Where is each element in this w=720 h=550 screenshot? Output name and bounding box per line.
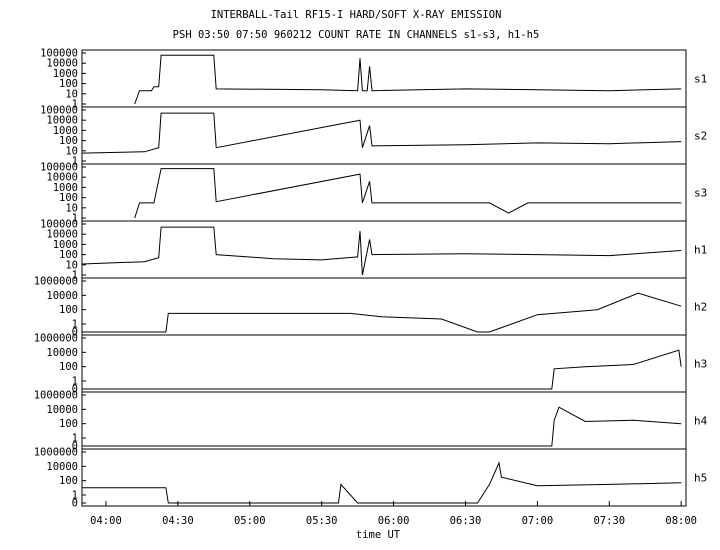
- series-line-s1: [134, 54, 682, 105]
- y-tick-label: 10000: [46, 404, 78, 416]
- x-tick-label: 05:00: [234, 515, 266, 527]
- series-line-h5: [82, 461, 682, 504]
- y-tick-label: 10000: [46, 290, 78, 302]
- panel-h5: 1000000 10000 100 10 h5: [34, 447, 708, 510]
- y-tick-label: 10: [65, 145, 78, 157]
- y-tick-label: 100: [59, 192, 78, 204]
- channel-label-s2: s2: [694, 130, 707, 143]
- x-tick-label: 06:30: [450, 515, 482, 527]
- panel-h2: 1000000 10000 100 10 h2: [34, 276, 708, 339]
- panel-frame: [81, 277, 687, 336]
- channel-label-h5: h5: [694, 472, 707, 485]
- y-tick-label: 0: [72, 498, 78, 510]
- y-tick-label: 100000: [40, 162, 78, 174]
- y-tick-label: 1: [72, 213, 78, 225]
- panel-frame: [81, 220, 687, 279]
- chart-panels: 100000100001000100101s110000010000100010…: [34, 48, 708, 510]
- y-tick-label: 1000: [53, 239, 78, 251]
- channel-label-s3: s3: [694, 187, 707, 200]
- x-tick-label: 07:00: [522, 515, 554, 527]
- y-tick-label: 1: [72, 433, 78, 445]
- y-tick-label: 1000000: [34, 447, 78, 459]
- panel-frame: [81, 391, 687, 450]
- y-tick-label: 10000: [46, 229, 78, 241]
- y-tick-label: 1000000: [34, 276, 78, 288]
- series-line-h1: [81, 226, 682, 276]
- y-tick-label: 1000000: [34, 333, 78, 345]
- series-line-h3: [82, 349, 682, 390]
- x-axis-label: time UT: [356, 529, 401, 541]
- y-tick-label: 10000: [46, 115, 78, 127]
- x-tick-label: 04:30: [162, 515, 194, 527]
- y-tick-label: 1: [72, 319, 78, 331]
- panel-frame: [81, 334, 687, 393]
- series-line-s2: [81, 112, 682, 154]
- x-tick-label: 05:30: [306, 515, 338, 527]
- x-tick-label: 04:00: [90, 515, 122, 527]
- series-line-h2: [82, 292, 682, 333]
- panel-h3: 1000000 10000 100 10 h3: [34, 333, 708, 396]
- y-tick-label: 1: [72, 156, 78, 168]
- x-tick-label: 06:00: [378, 515, 410, 527]
- channel-label-h1: h1: [694, 244, 707, 257]
- y-tick-label: 1000000: [34, 390, 78, 402]
- y-tick-label: 1000: [53, 125, 78, 137]
- y-tick-label: 1: [72, 99, 78, 111]
- panel-h4: 1000000 10000 100 10 h4: [34, 390, 708, 453]
- x-axis: 04:00 04:30 05:00 05:30 06:00 06:30 07:00 07:30…: [90, 501, 697, 527]
- y-tick-label: 1000: [53, 68, 78, 80]
- y-tick-label: 1000: [53, 182, 78, 194]
- panel-frame: [81, 49, 687, 108]
- y-tick-label: 100: [59, 249, 78, 261]
- y-tick-label: 100: [59, 361, 78, 373]
- y-tick-label: 100: [59, 78, 78, 90]
- y-tick-label: 100: [59, 135, 78, 147]
- y-tick-label: 100: [59, 475, 78, 487]
- panel-frame: [81, 106, 687, 165]
- channel-label-s1: s1: [694, 73, 707, 86]
- y-tick-label: 0: [72, 441, 78, 453]
- y-tick-label: 10: [65, 88, 78, 100]
- y-tick-label: 100: [59, 304, 78, 316]
- y-tick-label: 0: [72, 384, 78, 396]
- chart-subtitle: PSH 03:50 07:50 960212 COUNT RATE IN CHA…: [173, 29, 540, 41]
- panel-frame: [81, 163, 687, 222]
- series-line-s3: [134, 168, 682, 219]
- y-tick-label: 10000: [46, 58, 78, 70]
- y-tick-label: 0: [72, 327, 78, 339]
- panel-frame: [81, 448, 687, 507]
- y-tick-label: 1: [72, 376, 78, 388]
- y-tick-label: 1: [72, 490, 78, 502]
- channel-label-h4: h4: [694, 415, 708, 428]
- y-tick-label: 10000: [46, 172, 78, 184]
- series-line-h4: [82, 406, 682, 447]
- y-tick-label: 100000: [40, 105, 78, 117]
- y-tick-label: 10: [65, 259, 78, 271]
- y-tick-label: 100: [59, 418, 78, 430]
- y-tick-label: 10000: [46, 347, 78, 359]
- channel-label-h2: h2: [694, 301, 707, 314]
- y-tick-label: 10000: [46, 461, 78, 473]
- y-tick-label: 1: [72, 270, 78, 282]
- channel-label-h3: h3: [694, 358, 707, 371]
- y-tick-label: 100000: [40, 48, 78, 60]
- y-tick-label: 10: [65, 202, 78, 214]
- y-tick-label: 100000: [40, 219, 78, 231]
- chart-title: INTERBALL-Tail RF15-I HARD/SOFT X-RAY EM…: [211, 9, 502, 21]
- x-tick-label: 08:00: [665, 515, 697, 527]
- x-tick-label: 07:30: [593, 515, 625, 527]
